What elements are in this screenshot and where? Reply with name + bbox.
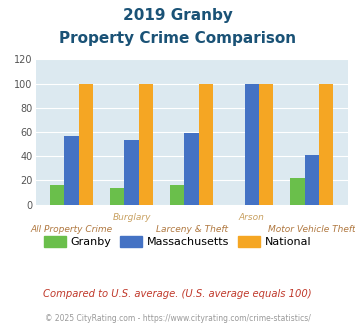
Bar	[199, 83, 213, 205]
Bar	[64, 136, 79, 205]
Bar	[290, 178, 305, 205]
Text: All Property Crime: All Property Crime	[31, 225, 113, 234]
Bar	[305, 155, 319, 205]
Bar	[50, 185, 64, 205]
Bar	[185, 133, 199, 205]
Text: Burglary: Burglary	[113, 213, 151, 222]
Bar	[245, 83, 259, 205]
Text: © 2025 CityRating.com - https://www.cityrating.com/crime-statistics/: © 2025 CityRating.com - https://www.city…	[45, 314, 310, 323]
Bar	[79, 83, 93, 205]
Bar	[124, 141, 139, 205]
Bar	[259, 83, 273, 205]
Bar	[110, 188, 124, 205]
Text: Property Crime Comparison: Property Crime Comparison	[59, 31, 296, 46]
Text: Motor Vehicle Theft: Motor Vehicle Theft	[268, 225, 355, 234]
Text: Compared to U.S. average. (U.S. average equals 100): Compared to U.S. average. (U.S. average …	[43, 289, 312, 299]
Legend: Granby, Massachusetts, National: Granby, Massachusetts, National	[39, 232, 316, 252]
Bar	[139, 83, 153, 205]
Bar	[170, 185, 185, 205]
Text: 2019 Granby: 2019 Granby	[122, 8, 233, 23]
Bar	[319, 83, 333, 205]
Text: Arson: Arson	[239, 213, 265, 222]
Text: Larceny & Theft: Larceny & Theft	[156, 225, 228, 234]
